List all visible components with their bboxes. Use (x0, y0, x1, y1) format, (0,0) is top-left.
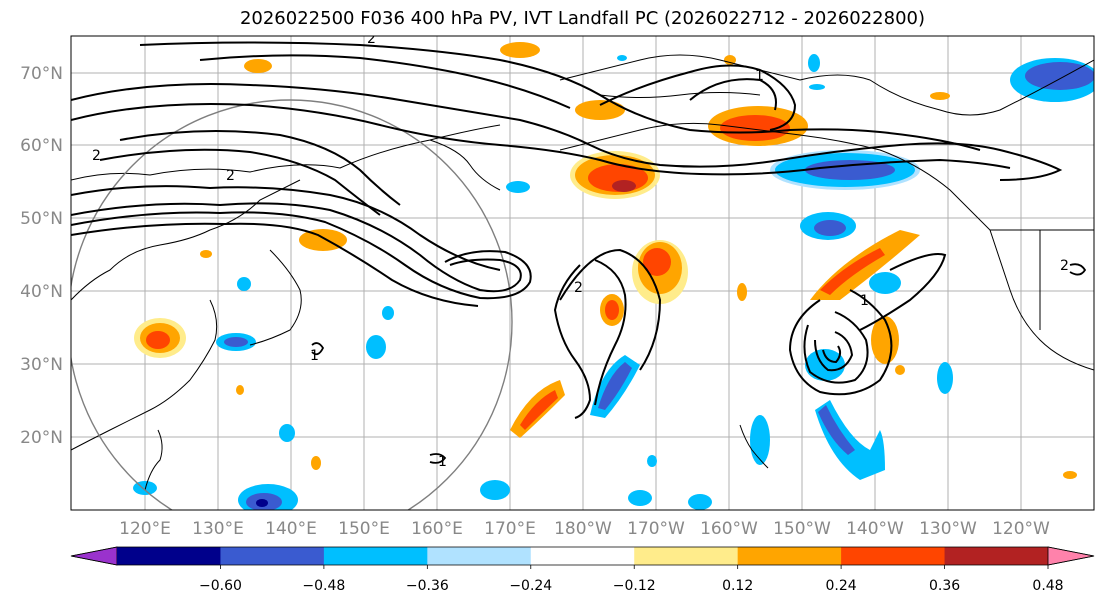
colorbar-tick-label: 0.48 (1032, 578, 1063, 594)
pv-contours (71, 41, 1063, 419)
colorbar-min-extension (70, 546, 118, 566)
latitude-label: 60°N (20, 136, 63, 156)
map-border (70, 35, 1095, 511)
colorbar-tick-label: −0.24 (509, 578, 552, 594)
colorbar-tick-label: −0.48 (302, 578, 345, 594)
colorbar-bin (841, 547, 946, 565)
longitude-label: 130°E (192, 519, 244, 539)
latitude-label: 70°N (20, 64, 63, 84)
coastlines (71, 54, 1094, 491)
colorbar-bin (220, 547, 325, 565)
contour-label: 1 (860, 293, 869, 309)
colorbar-bin (427, 547, 532, 565)
longitude-label: 130°W (919, 519, 977, 539)
latitude-label: 40°N (20, 282, 63, 302)
longitude-label: 150°W (773, 519, 831, 539)
contour-label: 2 (367, 31, 376, 47)
longitude-label: 160°W (700, 519, 758, 539)
contour-label: 1 (755, 68, 764, 84)
latitude-label: 20°N (20, 428, 63, 448)
map-title: 2026022500 F036 400 hPa PV, IVT Landfall… (239, 8, 926, 29)
colorbar-bin (944, 547, 1049, 565)
colorbar-tick-label: 0.12 (722, 578, 753, 594)
colorbar-max-extension (1047, 546, 1095, 566)
colorbar-outline (70, 546, 1095, 566)
colorbar-tick-label: −0.36 (406, 578, 449, 594)
distance-ring (71, 99, 513, 510)
longitude-labels: 120°E 130°E 140°E 150°E 160°E 170°E 180°W 170°W… (119, 519, 1050, 539)
longitude-label: 140°E (265, 519, 317, 539)
colorbar-tick-label: 0.24 (826, 578, 857, 594)
colorbar-bin (117, 547, 221, 565)
contour-label: 2 (226, 168, 235, 184)
colorbar-tick-labels: −0.60 −0.48 −0.36 −0.24 −0.12 0.12 0.24 0.36 0.4… (199, 565, 1064, 594)
colorbar-tick-label: −0.60 (199, 578, 242, 594)
positive-anomaly-shading (134, 42, 1077, 479)
longitude-label: 120°E (119, 519, 171, 539)
contour-label: 1 (310, 348, 319, 364)
longitude-label: 160°E (411, 519, 463, 539)
latitude-labels: 70°N 60°N 50°N 40°N 30°N 20°N (20, 64, 63, 448)
longitude-label: 140°W (846, 519, 904, 539)
pv-small-contours (311, 263, 1087, 464)
latitude-label: 30°N (20, 355, 63, 375)
negative-anomaly-shading (133, 54, 1094, 510)
colorbar-bin (323, 547, 428, 565)
contour-label: 1 (438, 454, 447, 470)
colorbar-bin (530, 547, 635, 565)
longitude-label: 180°W (554, 519, 612, 539)
longitude-label: 150°E (338, 519, 390, 539)
colorbar-tick-label: −0.12 (613, 578, 656, 594)
contour-label: 2 (92, 148, 101, 164)
longitude-label: 170°W (627, 519, 685, 539)
contour-label: 2 (574, 280, 583, 296)
latitude-label: 50°N (20, 209, 63, 229)
longitude-label: 170°E (484, 519, 536, 539)
colorbar (70, 546, 1095, 566)
colorbar-bin (737, 547, 842, 565)
longitude-label: 120°W (992, 519, 1050, 539)
contour-label: 2 (1060, 258, 1069, 274)
colorbar-tick-label: 0.36 (929, 578, 960, 594)
colorbar-bin (634, 547, 739, 565)
